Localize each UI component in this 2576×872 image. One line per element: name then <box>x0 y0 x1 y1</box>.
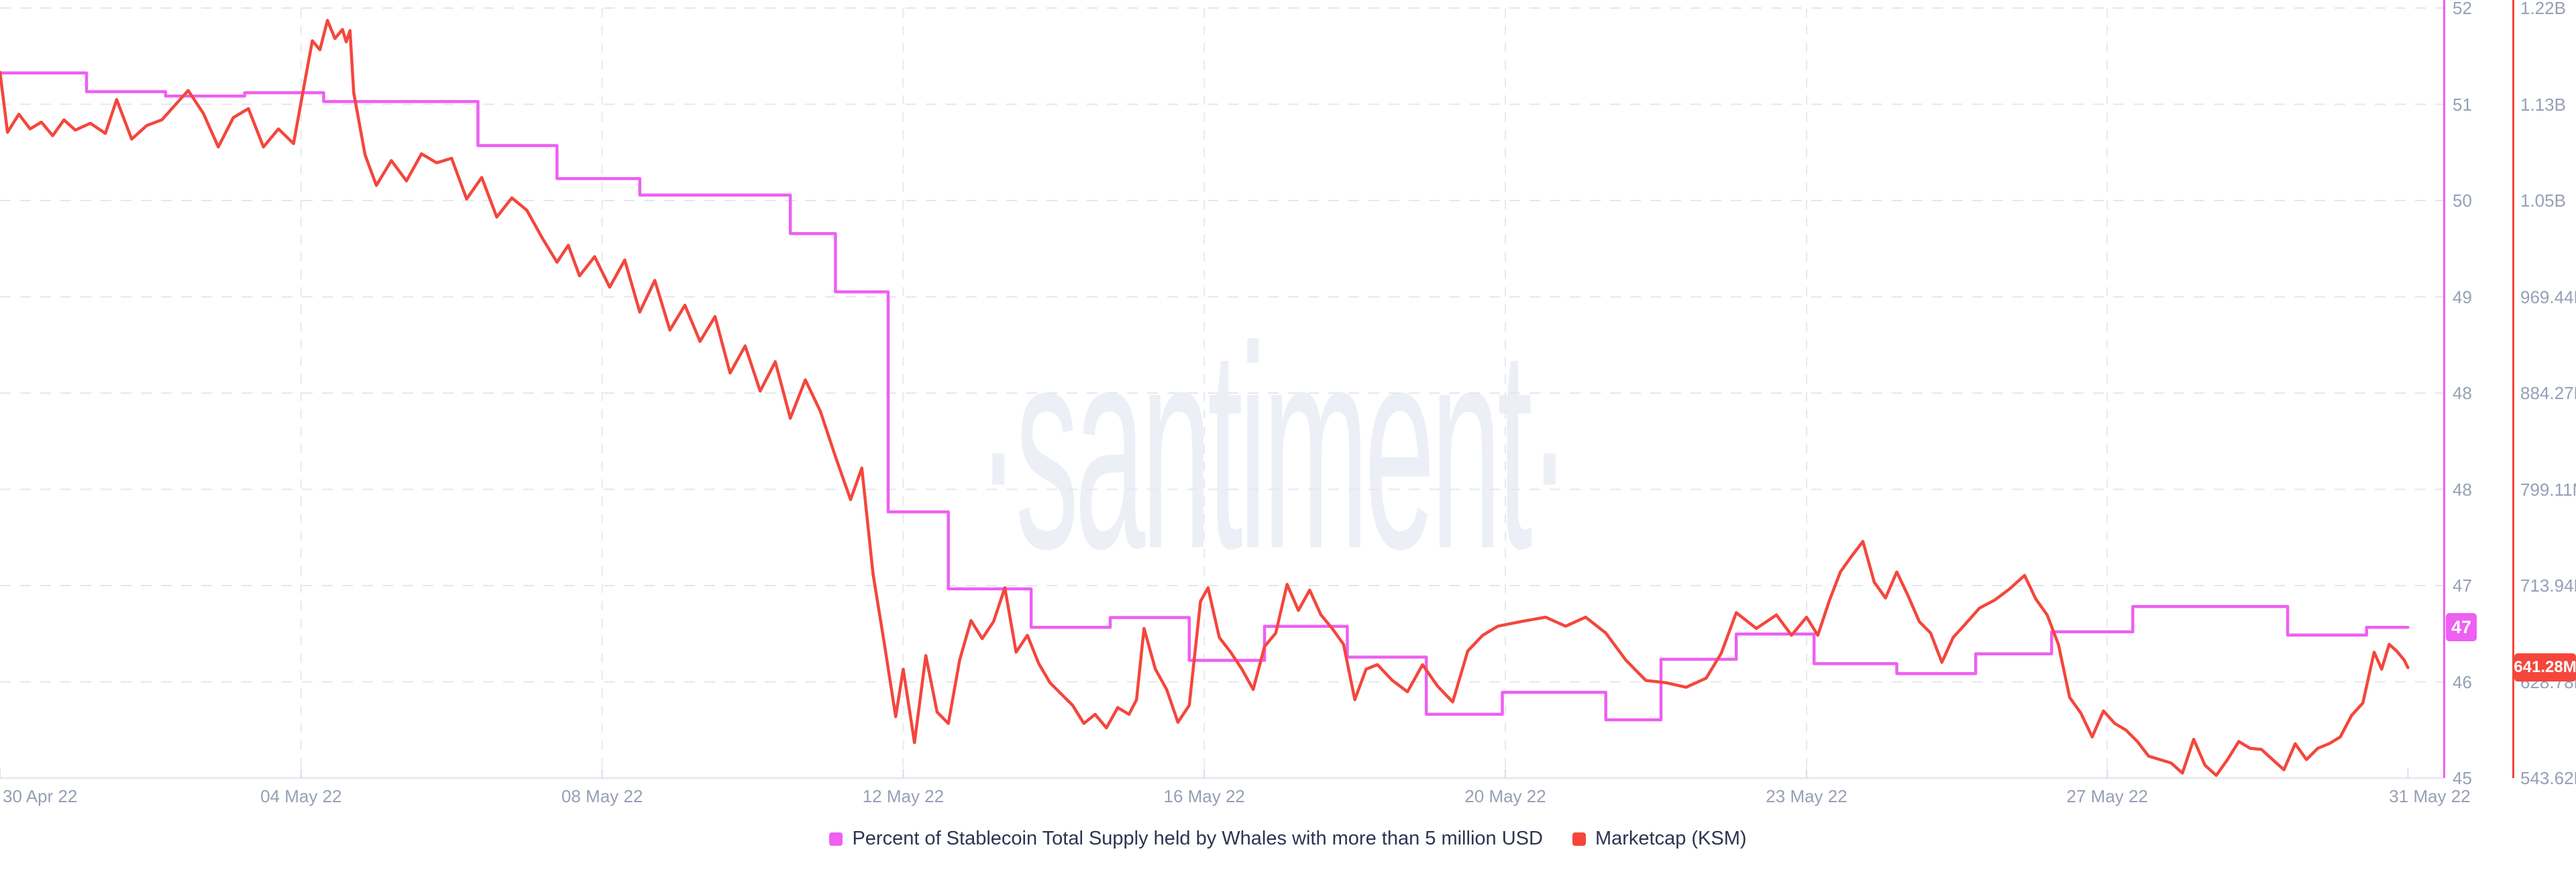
whales-legend-label: Percent of Stablecoin Total Supply held … <box>852 828 1543 849</box>
axis-tick-label: 16 May 22 <box>1163 786 1245 806</box>
axis-tick-label: 969.44M <box>2520 286 2576 307</box>
axis-tick-label: 45 <box>2453 768 2472 788</box>
axis-tick-label: 47 <box>2453 576 2472 596</box>
axis-tick-label: 48 <box>2453 479 2472 500</box>
axis-tick-label: 713.94M <box>2520 576 2576 596</box>
axis-tick-label: 08 May 22 <box>561 786 643 806</box>
axis-tick-label: 04 May 22 <box>260 786 342 806</box>
axis-tick-label: 51 <box>2453 94 2472 115</box>
marketcap-legend-swatch-icon <box>1572 832 1586 846</box>
legend: Percent of Stablecoin Total Supply held … <box>0 828 2576 850</box>
axis-tick-label: 52 <box>2453 0 2472 18</box>
legend-item-marketcap[interactable]: Marketcap (KSM) <box>1572 828 1747 850</box>
axis-tick-label: 543.62M <box>2520 768 2576 788</box>
marketcap-current-value-badge: 641.28M <box>2514 653 2576 682</box>
axis-tick-label: 1.13B <box>2520 94 2566 115</box>
axis-tick-label: 49 <box>2453 286 2472 307</box>
axis-tick-label: 48 <box>2453 383 2472 403</box>
axis-tick-label: 12 May 22 <box>862 786 945 806</box>
plot-area[interactable] <box>0 0 2443 781</box>
axis-tick-label: 31 May 22 <box>2389 786 2471 806</box>
santiment-watermark: ·santiment· <box>977 287 1571 609</box>
axis-tick-label: 27 May 22 <box>2066 786 2148 806</box>
axis-tick-label: 1.22B <box>2520 0 2566 18</box>
axis-tick-label: 46 <box>2453 671 2472 692</box>
whales-legend-swatch-icon <box>829 832 843 846</box>
axis-tick-label: 799.11M <box>2520 479 2576 500</box>
axis-tick-label: 1.05B <box>2520 190 2566 211</box>
legend-item-whales-percent[interactable]: Percent of Stablecoin Total Supply held … <box>829 828 1543 850</box>
axis-tick-label: 23 May 22 <box>1766 786 1847 806</box>
marketcap-axis-line <box>2512 0 2514 778</box>
axis-tick-label: 20 May 22 <box>1464 786 1546 806</box>
axis-tick-label: 884.27M <box>2520 383 2576 403</box>
axis-tick-label: 50 <box>2453 190 2472 211</box>
axis-tick-label: 30 Apr 22 <box>3 786 78 806</box>
marketcap-legend-label: Marketcap (KSM) <box>1595 828 1747 849</box>
percent-axis-line <box>2443 0 2445 778</box>
whales-current-value-badge: 47 <box>2446 613 2477 642</box>
